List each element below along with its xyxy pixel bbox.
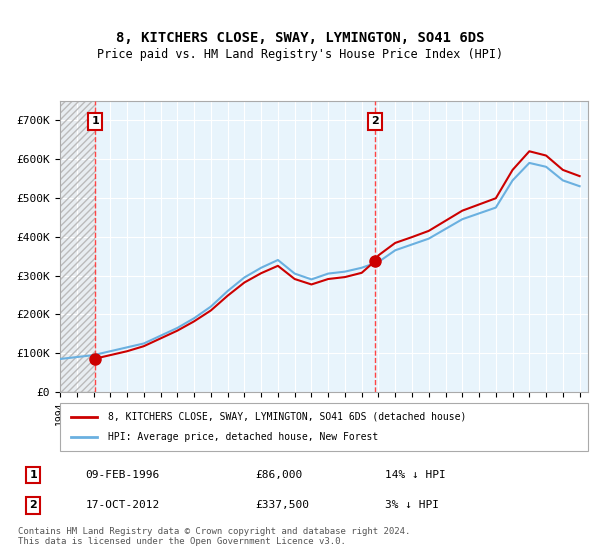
Text: 8, KITCHERS CLOSE, SWAY, LYMINGTON, SO41 6DS (detached house): 8, KITCHERS CLOSE, SWAY, LYMINGTON, SO41… [107,412,466,422]
FancyBboxPatch shape [60,403,588,451]
Text: 2: 2 [371,116,379,126]
Text: 09-FEB-1996: 09-FEB-1996 [86,470,160,480]
Text: 1: 1 [91,116,99,126]
Text: 17-OCT-2012: 17-OCT-2012 [86,500,160,510]
Text: Contains HM Land Registry data © Crown copyright and database right 2024.
This d: Contains HM Land Registry data © Crown c… [18,526,410,546]
Text: 2: 2 [29,500,37,510]
Text: 8, KITCHERS CLOSE, SWAY, LYMINGTON, SO41 6DS: 8, KITCHERS CLOSE, SWAY, LYMINGTON, SO41… [116,31,484,45]
Text: £337,500: £337,500 [255,500,309,510]
Text: £86,000: £86,000 [255,470,302,480]
Text: Price paid vs. HM Land Registry's House Price Index (HPI): Price paid vs. HM Land Registry's House … [97,48,503,60]
Bar [60,101,95,392]
Bar [60,101,95,392]
Text: 14% ↓ HPI: 14% ↓ HPI [385,470,445,480]
Text: HPI: Average price, detached house, New Forest: HPI: Average price, detached house, New … [107,432,378,442]
Text: 3% ↓ HPI: 3% ↓ HPI [385,500,439,510]
Text: 1: 1 [29,470,37,480]
